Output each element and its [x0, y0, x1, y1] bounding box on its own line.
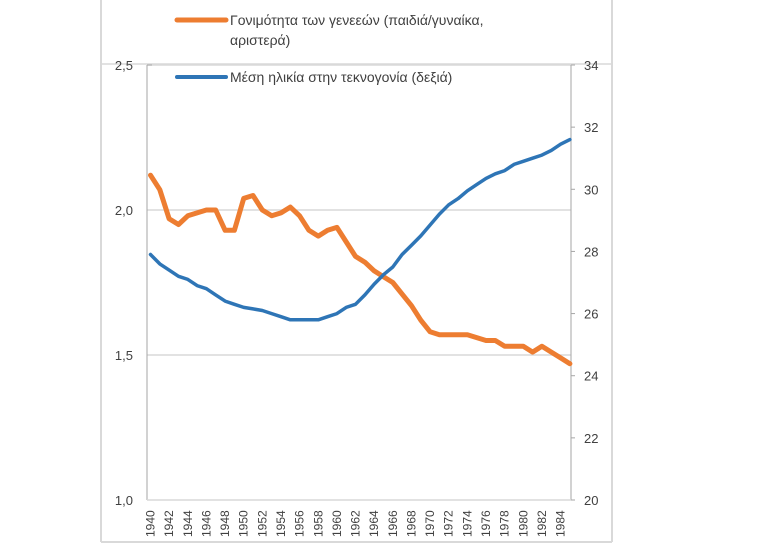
legend-label-fertility-line2: αριστερά)	[230, 32, 290, 48]
x-tick-label: 1944	[181, 510, 195, 537]
x-tick-label: 1964	[367, 510, 381, 537]
legend-item-fertility: Γονιμότητα των γενεεών (παιδιά/γυναίκα, …	[174, 12, 483, 48]
legend-label-fertility-line1: Γονιμότητα των γενεεών (παιδιά/γυναίκα,	[230, 12, 483, 28]
axes	[146, 64, 575, 501]
x-tick-label: 1952	[255, 510, 269, 537]
x-tick-label: 1978	[498, 510, 512, 537]
y-left-tick-label: 1,5	[115, 348, 133, 363]
y-right-tick-label: 22	[584, 431, 598, 446]
series-line-fertility	[148, 172, 573, 367]
x-tick-label: 1942	[162, 510, 176, 537]
x-tick-label: 1946	[199, 510, 213, 537]
y-left-tick-label: 1,0	[115, 493, 133, 508]
y-left-tick-label: 2,0	[115, 203, 133, 218]
y-right-tick-label: 30	[584, 182, 598, 197]
x-tick-label: 1954	[274, 510, 288, 537]
x-tick-label: 1982	[535, 510, 549, 537]
x-tick-label: 1974	[460, 510, 474, 537]
legend-label-mean-age: Μέση ηλικία στην τεκνογονία (δεξιά)	[230, 69, 452, 85]
x-tick-label: 1970	[423, 510, 437, 537]
x-tick-label: 1948	[218, 510, 232, 537]
x-tick-label: 1956	[293, 510, 307, 537]
series-line-mean-age	[148, 137, 572, 322]
x-tick-label: 1972	[442, 510, 456, 537]
x-tick-label: 1968	[404, 510, 418, 537]
legend: Γονιμότητα των γενεεών (παιδιά/γυναίκα, …	[174, 12, 483, 85]
legend-item-mean-age: Μέση ηλικία στην τεκνογονία (δεξιά)	[175, 69, 452, 85]
y-right-tick-label: 32	[584, 120, 598, 135]
y-right-tick-label: 20	[584, 493, 598, 508]
x-tick-label: 1940	[144, 510, 158, 537]
x-tick-label: 1960	[330, 510, 344, 537]
y-right-tick-label: 24	[584, 369, 598, 384]
y-right-tick-label: 34	[584, 58, 598, 73]
y-right-tick-label: 28	[584, 244, 598, 259]
x-tick-label: 1950	[237, 510, 251, 537]
x-tick-label: 1962	[349, 510, 363, 537]
tick-labels: 1,0 1,5 2,0 2,5 20 22 24 26 28 30 32 34 1940 1942 1944…	[115, 58, 599, 537]
x-tick-label: 1976	[479, 510, 493, 537]
x-tick-label: 1966	[386, 510, 400, 537]
y-right-tick-label: 26	[584, 307, 598, 322]
y-left-tick-label: 2,5	[115, 58, 133, 73]
x-tick-label: 1980	[516, 510, 530, 537]
x-tick-label: 1958	[311, 510, 325, 537]
series-lines	[148, 137, 573, 367]
x-tick-label: 1984	[554, 510, 568, 537]
